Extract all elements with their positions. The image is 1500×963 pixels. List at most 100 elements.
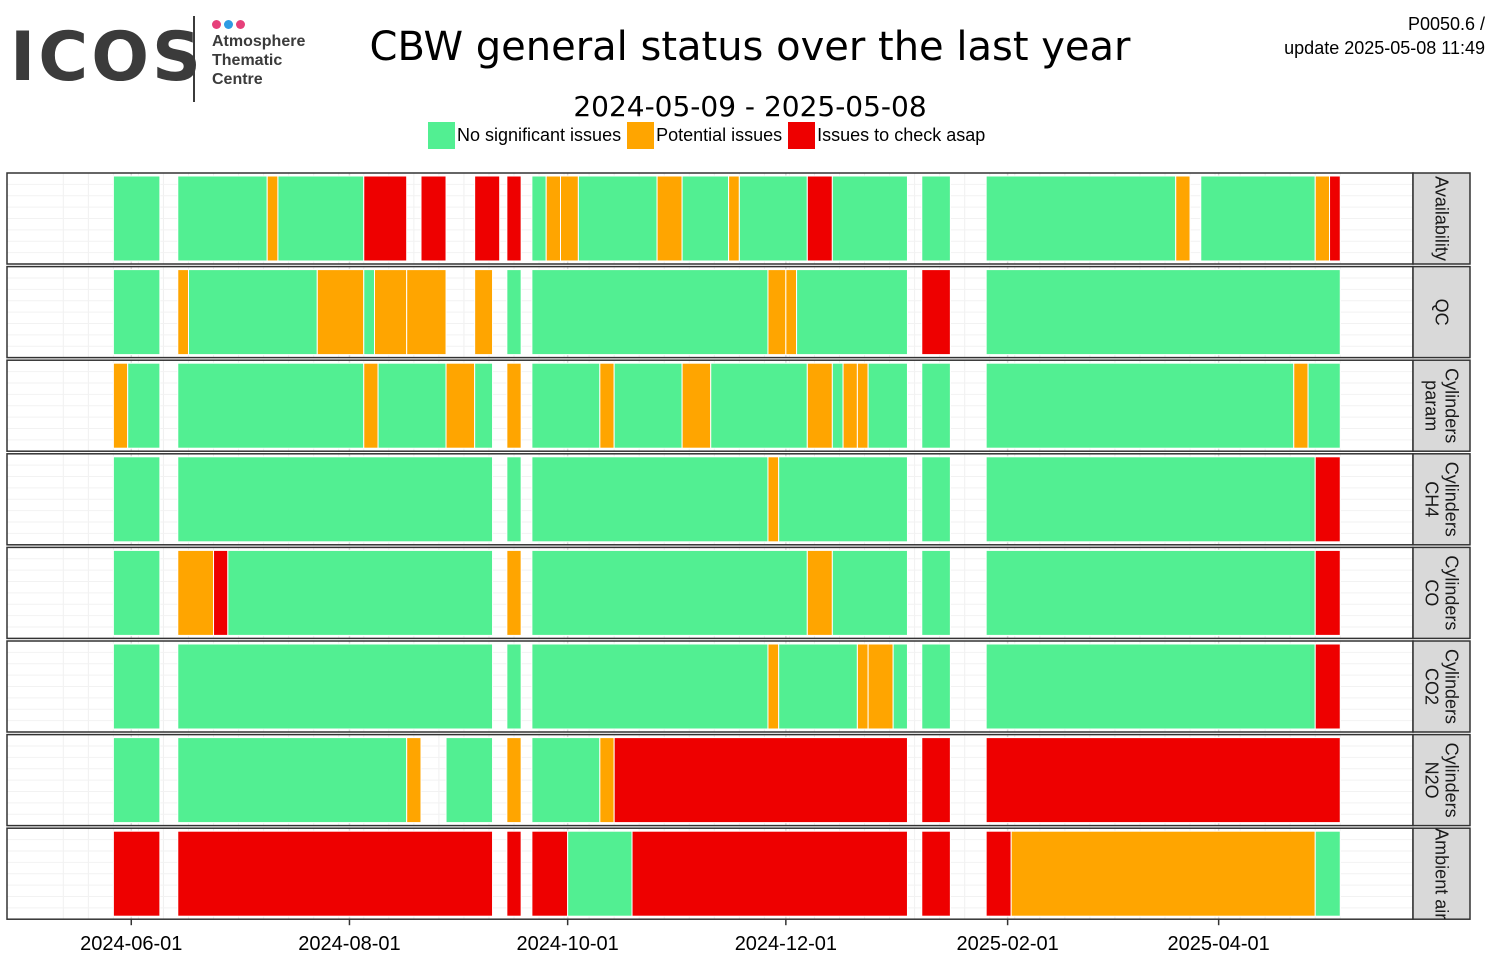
status-bar-ok bbox=[127, 362, 161, 449]
facet-label: param bbox=[1422, 380, 1442, 431]
status-bar-ok bbox=[112, 456, 161, 543]
legend-item: Issues to check asap bbox=[788, 121, 986, 149]
status-bar-ok bbox=[985, 269, 1341, 356]
facet-strip bbox=[1412, 172, 1471, 265]
status-bar-potential bbox=[767, 269, 787, 356]
status-bar-asap bbox=[985, 830, 1012, 917]
status-bar-ok bbox=[681, 175, 730, 262]
status-bar-ok bbox=[506, 269, 522, 356]
facet-label: CH4 bbox=[1422, 481, 1442, 517]
x-tick-label: 2024-08-01 bbox=[298, 933, 400, 955]
facet-strip bbox=[1412, 827, 1471, 920]
status-bar-ok bbox=[921, 175, 951, 262]
status-bar-ok bbox=[506, 643, 522, 730]
status-bar-ok bbox=[985, 362, 1295, 449]
status-bar-potential bbox=[506, 549, 522, 636]
status-bar-potential bbox=[266, 175, 279, 262]
status-bar-potential bbox=[560, 175, 579, 262]
facet-label: Cylinders bbox=[1442, 743, 1462, 818]
status-bar-ok bbox=[921, 643, 951, 730]
status-bar-ok bbox=[112, 643, 161, 730]
status-bar-ok bbox=[778, 643, 858, 730]
logo-subtitle-line: Atmosphere bbox=[212, 33, 306, 50]
status-bar-potential bbox=[406, 269, 447, 356]
status-bar-potential bbox=[599, 362, 615, 449]
status-bar-asap bbox=[531, 830, 569, 917]
status-bar-asap bbox=[1314, 643, 1341, 730]
status-bar-ok bbox=[921, 456, 951, 543]
version-info: P0050.6 / update 2025-05-08 11:49 bbox=[1284, 12, 1485, 60]
status-bar-potential bbox=[1293, 362, 1309, 449]
chart-subtitle: 2024-05-09 - 2025-05-08 bbox=[573, 90, 927, 123]
status-bar-potential bbox=[681, 362, 712, 449]
status-bar-ok bbox=[1314, 830, 1341, 917]
status-bar-ok bbox=[831, 362, 844, 449]
status-bar-ok bbox=[921, 549, 951, 636]
status-bar-potential bbox=[316, 269, 365, 356]
status-bar-potential bbox=[806, 549, 833, 636]
status-bar-ok bbox=[112, 269, 161, 356]
status-bar-ok bbox=[985, 549, 1316, 636]
status-bar-asap bbox=[631, 830, 908, 917]
logo-dot bbox=[236, 20, 245, 29]
logo-subtitle: Atmosphere Thematic Centre bbox=[212, 32, 305, 89]
status-bar-ok bbox=[738, 175, 808, 262]
status-bar-asap bbox=[1314, 549, 1341, 636]
facet-strip bbox=[1412, 640, 1471, 733]
status-bar-ok bbox=[531, 269, 769, 356]
status-bar-asap bbox=[506, 175, 522, 262]
status-bar-ok bbox=[227, 549, 494, 636]
status-bar-potential bbox=[856, 643, 869, 730]
status-bar-potential bbox=[767, 456, 780, 543]
facet-strip bbox=[1412, 733, 1471, 827]
status-bar-ok bbox=[921, 362, 951, 449]
status-bar-potential bbox=[506, 737, 522, 824]
legend-label: Issues to check asap bbox=[817, 124, 986, 145]
x-tick-label: 2024-12-01 bbox=[735, 933, 837, 955]
status-bar-ok bbox=[445, 737, 494, 824]
status-bar-potential bbox=[856, 362, 869, 449]
logo-dot bbox=[212, 20, 221, 29]
facet-label: Cylinders bbox=[1442, 555, 1462, 630]
status-bar-ok bbox=[377, 362, 447, 449]
status-bar-ok bbox=[531, 362, 601, 449]
status-bar-asap bbox=[985, 737, 1341, 824]
update-timestamp: update 2025-05-08 11:49 bbox=[1284, 38, 1485, 58]
legend-swatch-red bbox=[788, 121, 816, 149]
status-bar-potential bbox=[656, 175, 683, 262]
legend-label: No significant issues bbox=[457, 124, 622, 145]
status-bar-ok bbox=[831, 549, 908, 636]
logo-dot bbox=[224, 20, 233, 29]
facet-label: Availability bbox=[1432, 176, 1452, 261]
legend-label: Potential issues bbox=[656, 124, 783, 145]
status-bar-ok bbox=[112, 549, 161, 636]
facet-strip bbox=[1412, 265, 1471, 359]
status-bar-asap bbox=[213, 549, 229, 636]
status-bar-ok bbox=[985, 643, 1316, 730]
legend-swatch-orange bbox=[627, 121, 655, 149]
status-bar-potential bbox=[445, 362, 476, 449]
status-bar-asap bbox=[474, 175, 501, 262]
status-bar-potential bbox=[599, 737, 615, 824]
facet-label: CO bbox=[1422, 579, 1442, 606]
status-bar-asap bbox=[613, 737, 908, 824]
status-bar-ok bbox=[531, 175, 547, 262]
status-bar-ok bbox=[474, 362, 494, 449]
legend-swatch-green bbox=[428, 121, 455, 149]
legend: No significant issues Potential issues I… bbox=[428, 121, 991, 149]
status-bar-ok bbox=[177, 643, 494, 730]
status-bar-potential bbox=[363, 362, 379, 449]
status-bar-ok bbox=[796, 269, 908, 356]
status-bar-potential bbox=[767, 643, 780, 730]
status-bar-ok bbox=[277, 175, 365, 262]
status-bar-ok bbox=[1200, 175, 1316, 262]
status-bar-potential bbox=[728, 175, 740, 262]
facet-label: Cylinders bbox=[1442, 462, 1462, 537]
status-bar-potential bbox=[406, 737, 422, 824]
status-bar-potential bbox=[1010, 830, 1316, 917]
status-bar-ok bbox=[710, 362, 808, 449]
status-bar-ok bbox=[577, 175, 658, 262]
status-bar-ok bbox=[112, 737, 161, 824]
facet-label: Ambient air bbox=[1432, 828, 1452, 919]
status-bar-asap bbox=[1314, 456, 1341, 543]
